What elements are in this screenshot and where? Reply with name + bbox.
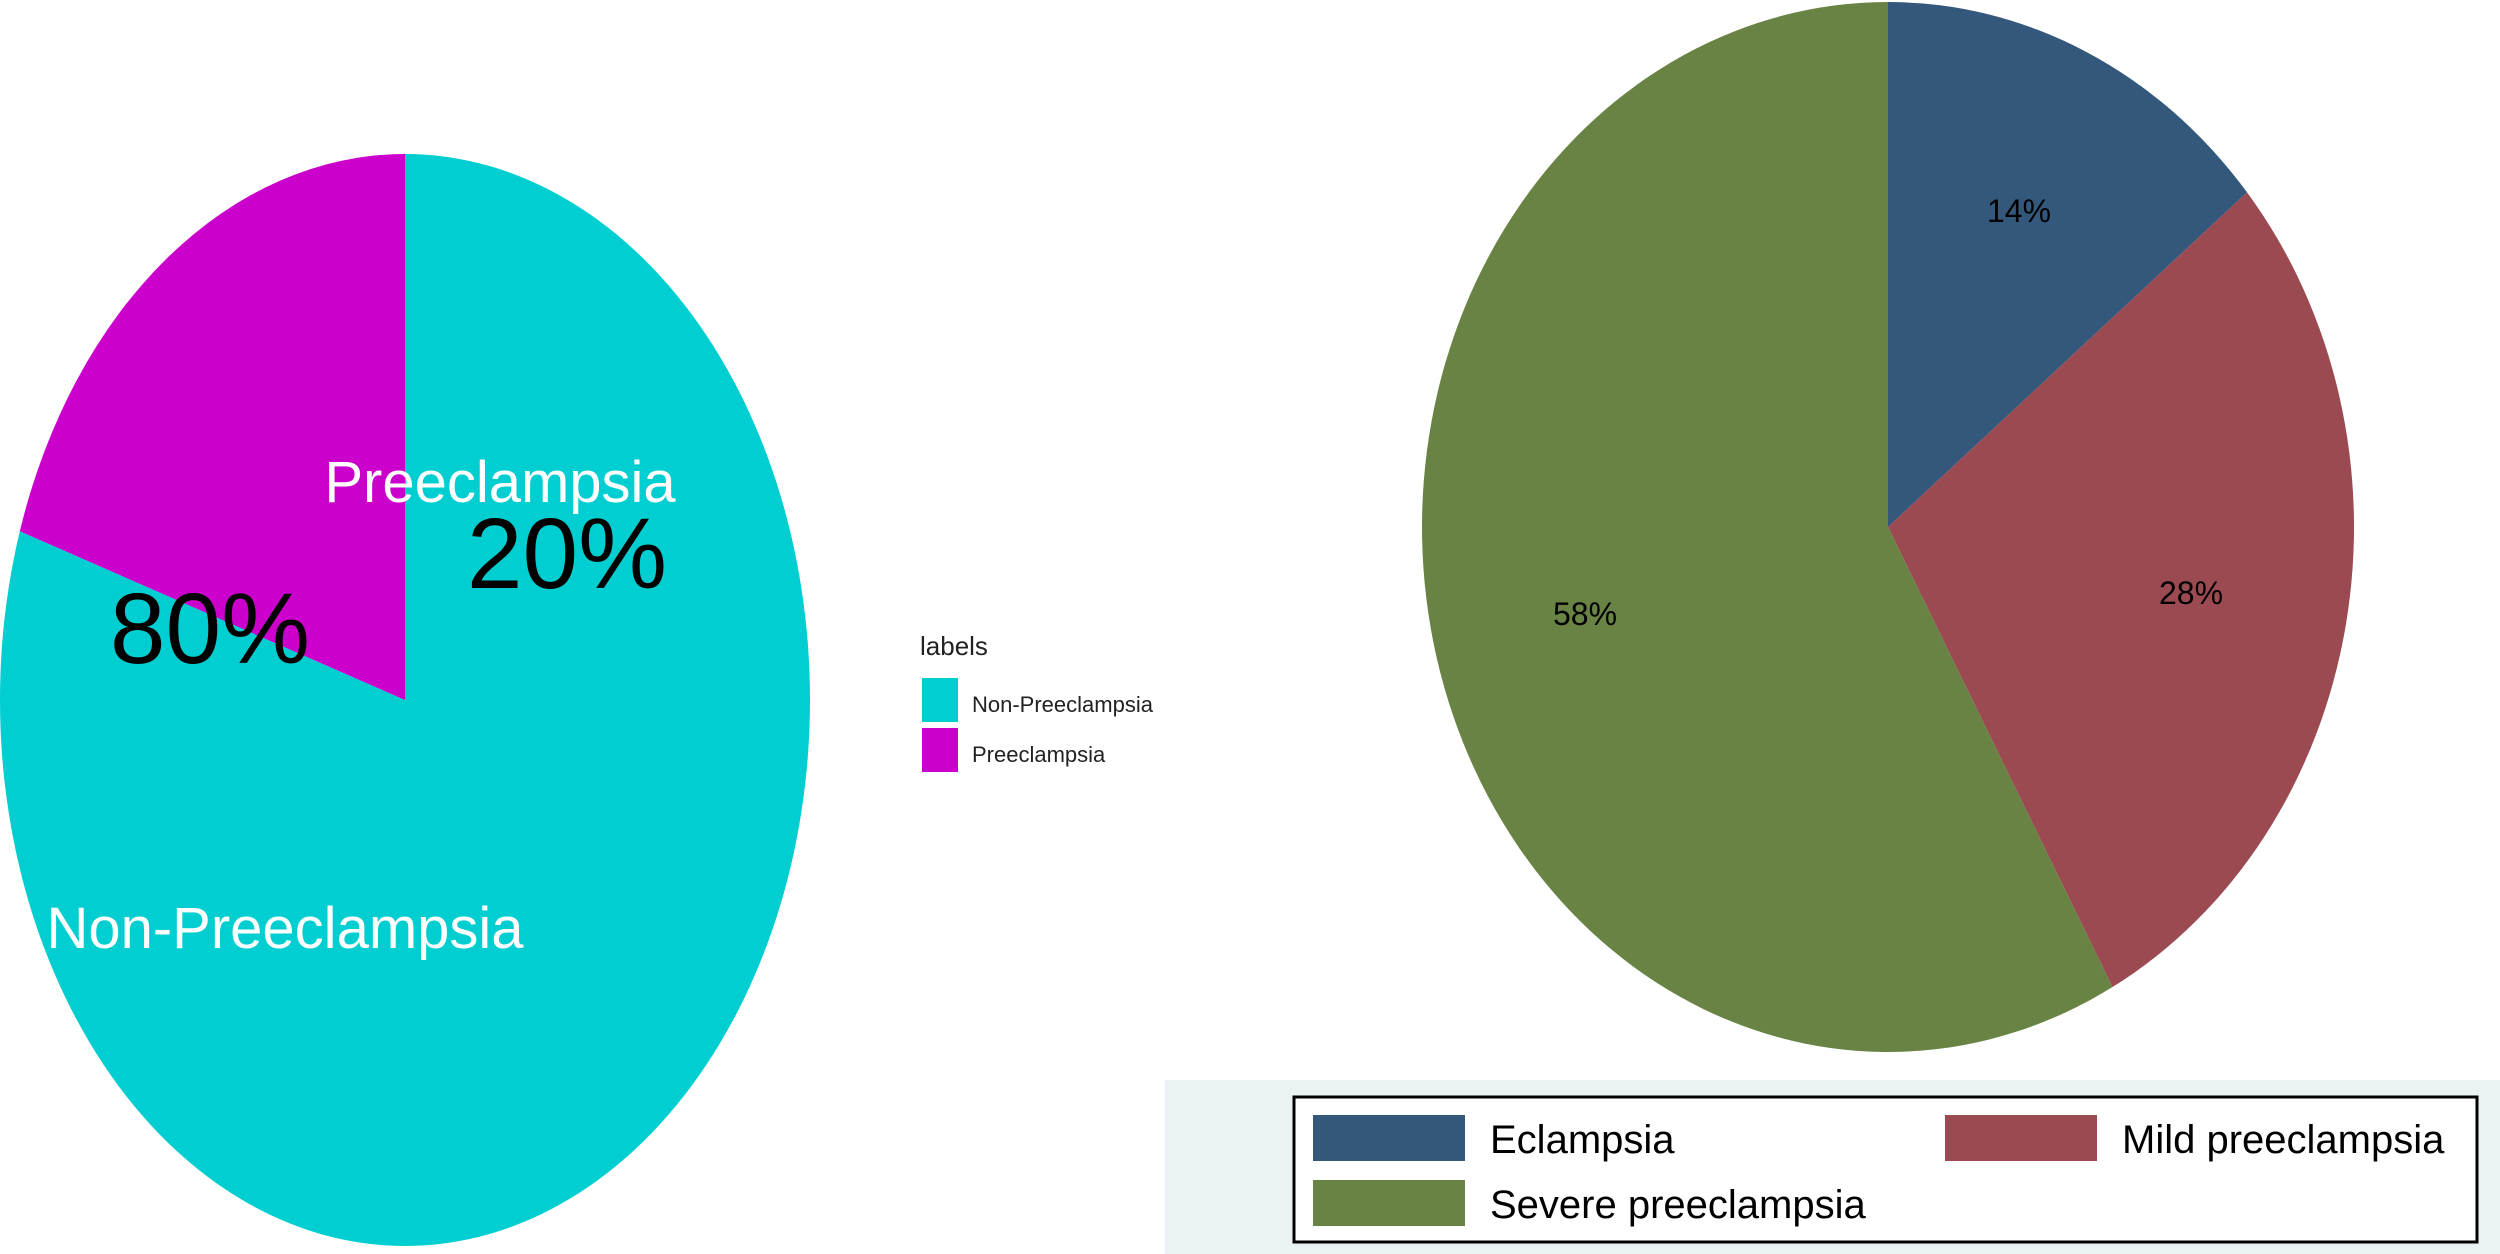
- legend-swatch-eclampsia: [1313, 1115, 1465, 1161]
- legend-label-severe-preeclampsia: Severe preeclampsia: [1490, 1183, 1866, 1227]
- legend-label-eclampsia: Eclampsia: [1490, 1118, 1675, 1162]
- slice-value-label-preeclampsia: 20%: [467, 498, 667, 610]
- legend-title: labels: [920, 631, 988, 661]
- right-legend: Eclampsia Mild preeclampsia Severe preec…: [1165, 1080, 2500, 1254]
- slice-value-label-mild-preeclampsia: 28%: [2159, 575, 2223, 611]
- slice-category-label-preeclampsia: Preeclampsia: [324, 450, 676, 515]
- left-pie-slices: [0, 154, 810, 1246]
- slice-value-label-severe-preeclampsia: 58%: [1553, 596, 1617, 632]
- left-legend: labels Non-Preeclampsia Preeclampsia: [920, 631, 1154, 772]
- legend-swatch-mild-preeclampsia: [1945, 1115, 2097, 1161]
- left-slice-labels: Preeclampsia 20% 80% Non-Preeclampsia: [46, 450, 676, 961]
- legend-label-non-preeclampsia: Non-Preeclampsia: [972, 692, 1154, 717]
- pie-slice-preeclampsia: [19, 154, 405, 700]
- right-slice-labels: 14% 28% 58%: [1553, 193, 2223, 632]
- pie-chart-preeclampsia-status: Preeclampsia 20% 80% Non-Preeclampsia la…: [0, 154, 1154, 1246]
- slice-value-label-eclampsia: 14%: [1987, 193, 2051, 229]
- legend-label-mild-preeclampsia: Mild preeclampsia: [2122, 1118, 2445, 1162]
- legend-swatch-preeclampsia: [922, 728, 958, 772]
- pie-slice-severe-preeclampsia: [1422, 2, 2113, 1052]
- right-pie-slices: [1422, 2, 2355, 1052]
- pie-slice-mild-preeclampsia: [1888, 192, 2355, 988]
- legend-box: [1292, 1095, 2479, 1244]
- slice-category-label-non-preeclampsia: Non-Preeclampsia: [46, 896, 524, 961]
- legend-swatch-non-preeclampsia: [922, 678, 958, 722]
- slice-value-label-non-preeclampsia: 80%: [110, 573, 310, 685]
- legend-label-preeclampsia: Preeclampsia: [972, 742, 1106, 767]
- pie-slice-eclampsia: [1888, 2, 2248, 527]
- pie-slice-non-preeclampsia: [0, 154, 810, 1246]
- legend-swatch-severe-preeclampsia: [1313, 1180, 1465, 1226]
